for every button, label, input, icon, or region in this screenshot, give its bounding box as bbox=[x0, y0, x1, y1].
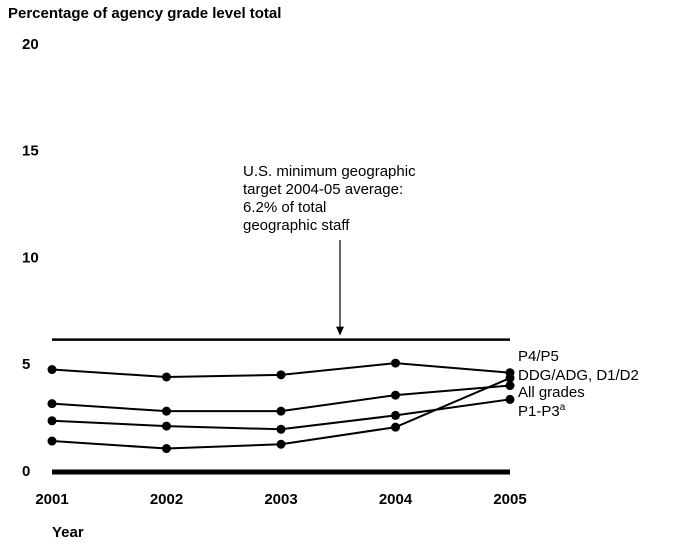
y-tick-label: 15 bbox=[22, 143, 39, 160]
series-name: P4/P5 bbox=[518, 348, 559, 365]
data-point bbox=[276, 370, 286, 380]
y-tick-label: 10 bbox=[22, 249, 39, 266]
data-point bbox=[162, 372, 171, 382]
y-tick-label: 0 bbox=[22, 463, 30, 480]
data-point bbox=[505, 381, 515, 391]
x-tick-label: 2004 bbox=[379, 491, 413, 508]
x-tick-label: 2005 bbox=[493, 491, 526, 508]
annotation: 6.2% of total bbox=[243, 199, 326, 216]
data-point bbox=[47, 399, 57, 409]
x-tick-label: 2003 bbox=[264, 491, 297, 508]
x-tick-label: 2002 bbox=[150, 491, 183, 508]
data-point bbox=[276, 406, 286, 416]
annotation: geographic staff bbox=[243, 217, 350, 234]
y-tick-label: 5 bbox=[22, 356, 30, 373]
data-point bbox=[47, 416, 57, 426]
data-point bbox=[47, 365, 57, 375]
annotation: target 2004-05 average: bbox=[243, 181, 403, 198]
arrow-head bbox=[336, 326, 344, 336]
data-point bbox=[391, 422, 400, 432]
series-label: All grades bbox=[518, 384, 585, 401]
series-label: P4/P5 bbox=[518, 348, 559, 365]
series-name: DDG/ADG, D1/D2 bbox=[518, 367, 639, 384]
series-label: DDG/ADG, D1/D2 bbox=[518, 367, 639, 384]
data-point bbox=[505, 394, 515, 404]
x-tick-label: 2001 bbox=[35, 491, 68, 508]
data-point bbox=[391, 410, 400, 420]
data-point bbox=[47, 436, 57, 446]
data-point bbox=[391, 390, 400, 400]
y-tick-label: 20 bbox=[22, 36, 39, 53]
series-name: P1-P3 bbox=[518, 403, 560, 420]
data-point bbox=[162, 444, 171, 454]
data-point bbox=[162, 406, 171, 416]
data-point bbox=[505, 373, 515, 383]
x-axis-label: Year bbox=[52, 524, 84, 541]
series-label: P1-P3a bbox=[518, 402, 566, 420]
data-point bbox=[276, 439, 286, 449]
annotation: U.S. minimum geographic bbox=[243, 163, 416, 180]
data-point bbox=[276, 424, 286, 434]
series-name: All grades bbox=[518, 384, 585, 401]
data-point bbox=[391, 358, 400, 368]
chart-title: Percentage of agency grade level total bbox=[8, 5, 281, 22]
data-point bbox=[162, 421, 171, 431]
series-note: a bbox=[560, 402, 566, 413]
